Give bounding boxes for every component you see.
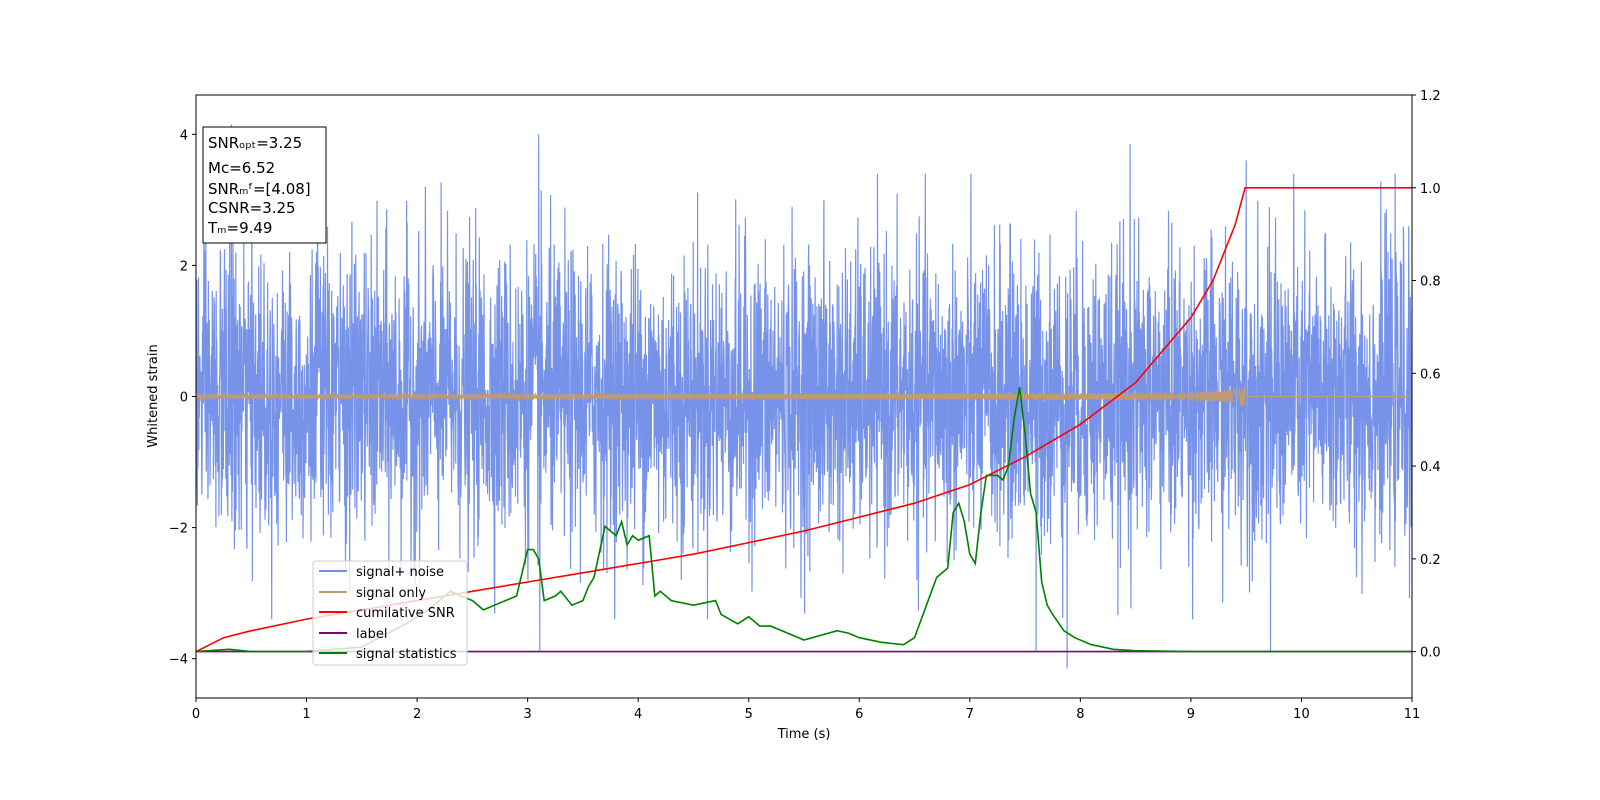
legend-label-signal-only: signal only <box>356 586 426 601</box>
y2-tick-label: 0.4 <box>1420 460 1441 475</box>
y-tick-label: −4 <box>169 653 188 668</box>
x-tick-label: 0 <box>192 707 200 722</box>
info-mc: Mᴄ=6.52 <box>208 159 275 177</box>
x-tick-label: 3 <box>523 707 531 722</box>
y2-tick-label: 0.6 <box>1420 367 1441 382</box>
x-tick-label: 8 <box>1076 707 1084 722</box>
y2-tick-label: 1.0 <box>1420 182 1441 197</box>
x-tick-label: 1 <box>302 707 310 722</box>
info-tm: Tₘ=9.49 <box>207 219 272 237</box>
legend-label-cumulative-snr: cumilative SNR <box>356 606 455 621</box>
x-tick-label: 10 <box>1293 707 1310 722</box>
legend-label-label: label <box>356 627 387 642</box>
y2-tick-label: 0.8 <box>1420 275 1441 290</box>
x-axis-label: Time (s) <box>777 727 831 742</box>
y-tick-label: −2 <box>169 522 188 537</box>
y2-tick-label: 0.2 <box>1420 553 1441 568</box>
legend-label-signal-noise: signal+ noise <box>356 565 444 580</box>
info-snr-mf: SNRₘᶠ=[4.08] <box>208 180 311 198</box>
axes-layer: 0 1 2 3 4 5 6 7 8 9 10 11 4 2 0 −2 −4 1.2 1.0 0.8 0.6 0.4 0.2 0… <box>169 89 1441 722</box>
y-tick-label: 0 <box>180 391 188 406</box>
x-tick-label: 2 <box>413 707 421 722</box>
info-csnr: CSNR=3.25 <box>208 199 296 217</box>
x-tick-label: 11 <box>1404 707 1421 722</box>
y-axis-label: Whitened strain <box>146 344 161 447</box>
y2-tick-label: 0.0 <box>1420 646 1441 661</box>
legend: signal+ noise signal only cumilative SNR… <box>312 560 468 666</box>
y-tick-label: 4 <box>180 128 188 143</box>
x-tick-label: 4 <box>634 707 642 722</box>
info-box: SNRₒₚₜ=3.25 Mᴄ=6.52 SNRₘᶠ=[4.08] CSNR=3.… <box>202 126 327 244</box>
series-line-signal-noise <box>196 124 1412 669</box>
x-tick-label: 9 <box>1187 707 1195 722</box>
y2-tick-label: 1.2 <box>1420 89 1441 104</box>
series-line-signal-statistics <box>196 387 1412 653</box>
x-tick-label: 6 <box>855 707 863 722</box>
series-line-signal-only <box>196 384 1412 406</box>
y-tick-label: 2 <box>180 259 188 274</box>
info-snr-opt: SNRₒₚₜ=3.25 <box>208 134 302 152</box>
x-tick-label: 7 <box>966 707 974 722</box>
legend-label-signal-statistics: signal statistics <box>356 647 457 662</box>
x-tick-label: 5 <box>745 707 753 722</box>
